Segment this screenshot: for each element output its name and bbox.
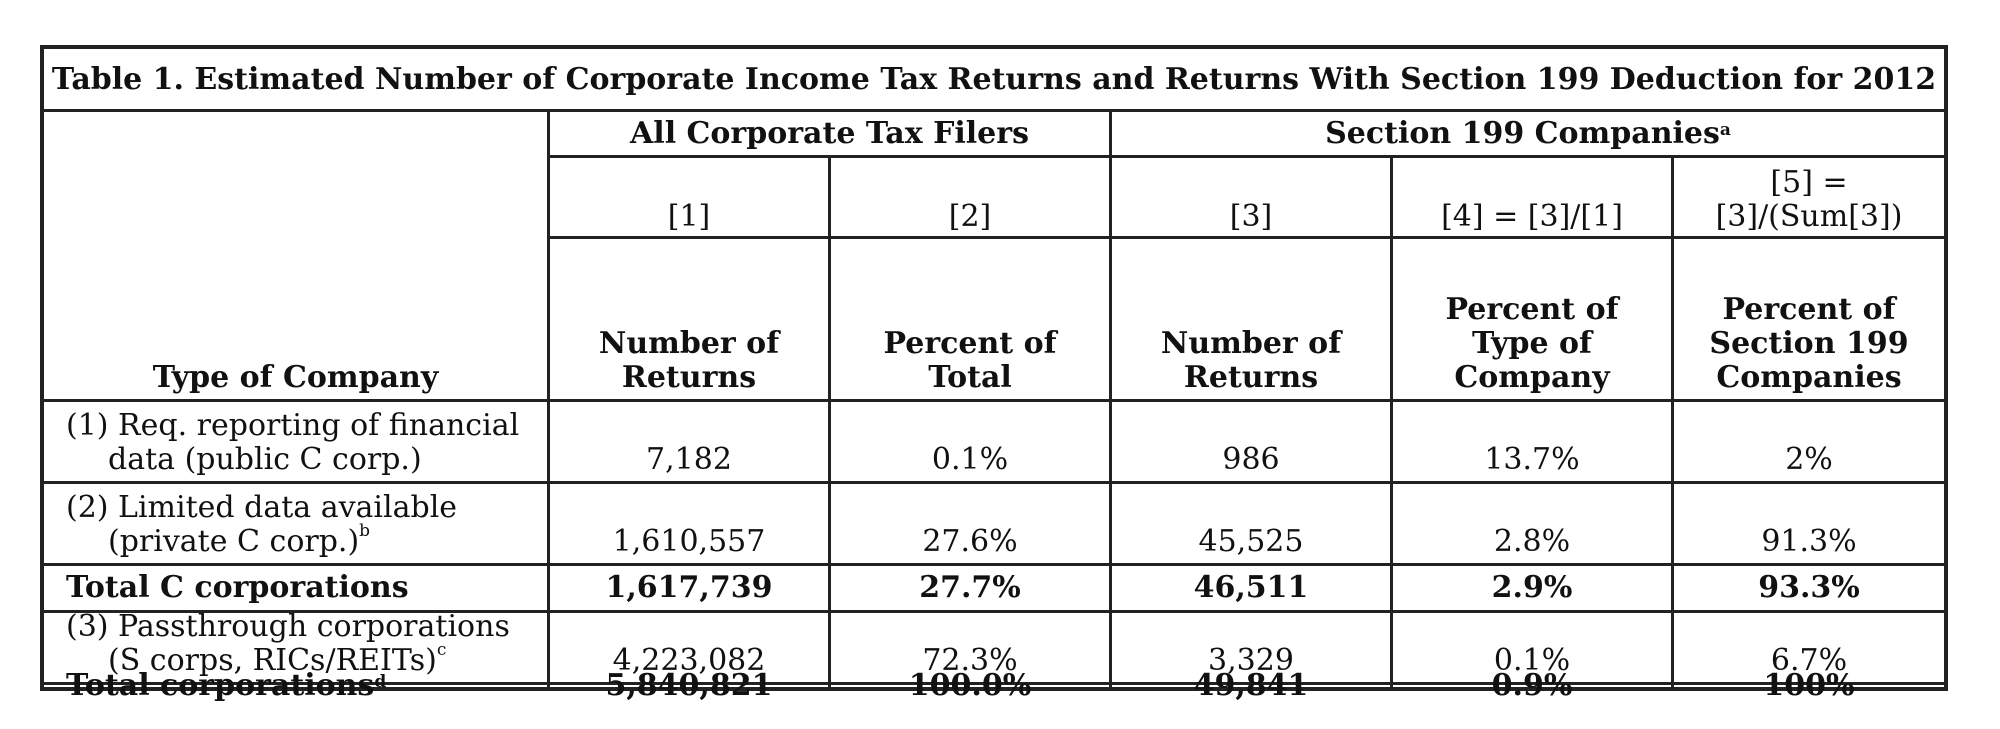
column-header-line: Type of [1472, 326, 1592, 361]
row-header-label: Type of Company [44, 112, 547, 399]
column-header-line: Returns [1183, 360, 1319, 395]
table-cell: 100% [1671, 669, 1944, 703]
column-header-line: Percent of [883, 326, 1057, 361]
row-label-line: data (public C corp.) [108, 442, 422, 477]
column-code-text: [3]/(Sum[3]) [1715, 199, 1903, 234]
table-cell: 5,840,821 [547, 669, 828, 703]
column-header-2: Percent of Total [828, 239, 1109, 399]
row-label-passthrough-corporations: (3) Passthrough corporations (S corps, R… [44, 610, 547, 682]
column-header-line: Company [1454, 360, 1610, 395]
table-cell: 2% [1671, 399, 1944, 481]
table-cell: 3,329 [1109, 610, 1390, 682]
group-header-section199: Section 199 Companies a [1109, 112, 1944, 158]
table-cell: 7,182 [547, 399, 828, 481]
column-header-1: Number of Returns [547, 239, 828, 399]
row-header-label-text: Type of Company [152, 360, 439, 395]
group-header-all-filers: All Corporate Tax Filers [547, 112, 1109, 158]
table-cell: 93.3% [1671, 563, 1944, 610]
column-code-4: [4] = [3]/[1] [1390, 158, 1671, 239]
column-header-line: Percent of [1445, 292, 1619, 327]
table-cell: 986 [1109, 399, 1390, 481]
table-cell: 13.7% [1390, 399, 1671, 481]
table-cell: 1,617,739 [547, 563, 828, 610]
table-cell: 27.6% [828, 481, 1109, 563]
row-label-private-c-corp: (2) Limited data available (private C co… [44, 481, 547, 563]
column-header-line: Returns [621, 360, 757, 395]
table-title: Table 1. Estimated Number of Corporate I… [44, 49, 1944, 112]
footnote-marker-b: b [359, 521, 371, 541]
column-header-line: Companies [1716, 360, 1902, 395]
table-cell: 6.7% [1671, 610, 1944, 682]
column-code-text: [1] [667, 199, 711, 234]
row-label-line: (3) Passthrough corporations [66, 609, 510, 644]
group-header-section199-text: Section 199 Companies [1325, 115, 1720, 151]
table-cell: 49,841 [1109, 669, 1390, 703]
row-label-line: Total C corporations [66, 570, 409, 605]
table-cell: 0.9% [1390, 669, 1671, 703]
table-1: Table 1. Estimated Number of Corporate I… [40, 45, 1948, 703]
table-cell: 0.1% [1390, 610, 1671, 682]
table-cell: 2.9% [1390, 563, 1671, 610]
row-label-line: Total corporations [66, 668, 375, 703]
column-header-line: Percent of [1722, 292, 1896, 327]
column-header-line: Total [928, 360, 1012, 395]
row-label-text: (private C corp.) [108, 524, 360, 559]
table-cell: 72.3% [828, 610, 1109, 682]
table-cell: 100.0% [828, 669, 1109, 703]
row-label-line: (1) Req. reporting of financial [66, 408, 520, 443]
table-cell: 91.3% [1671, 481, 1944, 563]
column-code-text: [4] = [3]/[1] [1441, 199, 1623, 234]
table-cell: 46,511 [1109, 563, 1390, 610]
row-label-text: (S corps, RICs/REITs) [108, 643, 437, 678]
column-header-line: Number of [1160, 326, 1342, 361]
footnote-marker-c: c [436, 640, 447, 660]
table-cell: 0.1% [828, 399, 1109, 481]
row-label-total-c-corporations: Total C corporations [44, 563, 547, 610]
column-code-3: [3] [1109, 158, 1390, 239]
row-label-line: (private C corp.)b [66, 523, 370, 559]
column-header-4: Percent of Type of Company [1390, 239, 1671, 399]
column-header-5: Percent of Section 199 Companies [1671, 239, 1944, 399]
table-cell: 2.8% [1390, 481, 1671, 563]
table-cell: 27.7% [828, 563, 1109, 610]
row-label-public-c-corp: (1) Req. reporting of financial data (pu… [44, 399, 547, 481]
column-code-text: [5] = [1770, 165, 1848, 200]
row-label-line: (S corps, RICs/REITs)c [66, 642, 446, 678]
column-code-1: [1] [547, 158, 828, 239]
column-code-2: [2] [828, 158, 1109, 239]
column-code-text: [2] [948, 199, 992, 234]
table-cell: 4,223,082 [547, 610, 828, 682]
table-cell: 1,610,557 [547, 481, 828, 563]
row-label-line: (2) Limited data available [66, 490, 458, 525]
column-header-line: Number of [598, 326, 780, 361]
column-code-5: [5] = [3]/(Sum[3]) [1671, 158, 1944, 239]
column-code-text: [3] [1229, 199, 1273, 234]
column-header-line: Section 199 [1709, 326, 1909, 361]
row-label-total-corporations: Total corporations d [44, 669, 547, 703]
column-header-3: Number of Returns [1109, 239, 1390, 399]
table-cell: 45,525 [1109, 481, 1390, 563]
